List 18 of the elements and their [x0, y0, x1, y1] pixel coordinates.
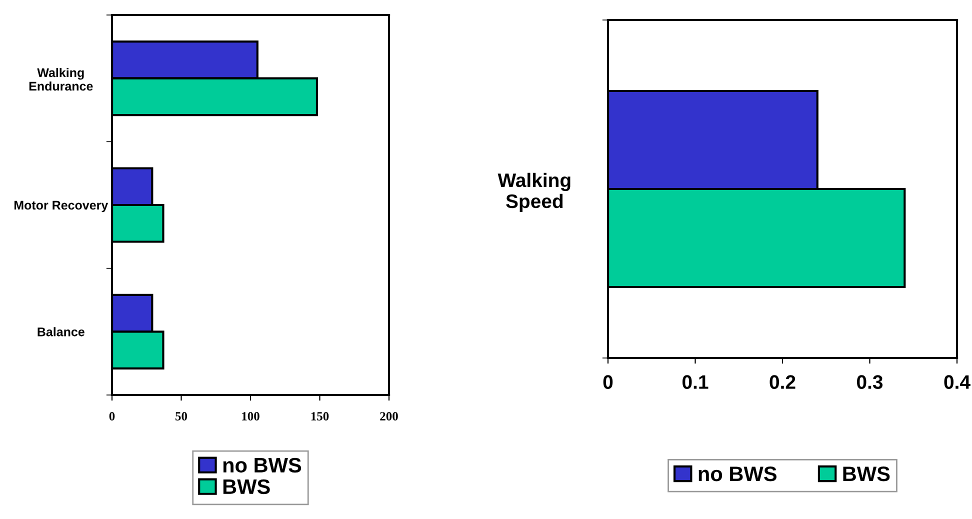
- x-tick-label: 0.1: [682, 375, 708, 389]
- y-tick-label: Balance: [38, 327, 84, 336]
- x-tick-label: 150: [311, 412, 329, 420]
- y-tick-label: Walking Speed: [498, 172, 570, 212]
- x-tick-label: 200: [380, 412, 398, 420]
- legend-label: no BWS: [223, 458, 302, 473]
- x-tick-label: 100: [242, 412, 260, 420]
- y-tick-label: Motor Recovery: [14, 200, 108, 212]
- x-tick-label: 0: [109, 412, 115, 420]
- x-tick-label: 0.4: [944, 375, 970, 389]
- x-tick-label: 0.2: [770, 375, 796, 389]
- x-tick-label: 0.3: [857, 375, 883, 389]
- x-tick-label: 0: [603, 375, 613, 389]
- legend-label: no BWS: [698, 466, 776, 482]
- y-tick-label: Walking Endurance: [29, 68, 93, 91]
- x-tick-label: 50: [176, 412, 188, 420]
- legend-label: BWS: [223, 479, 270, 494]
- legend-label: BWS: [843, 466, 890, 482]
